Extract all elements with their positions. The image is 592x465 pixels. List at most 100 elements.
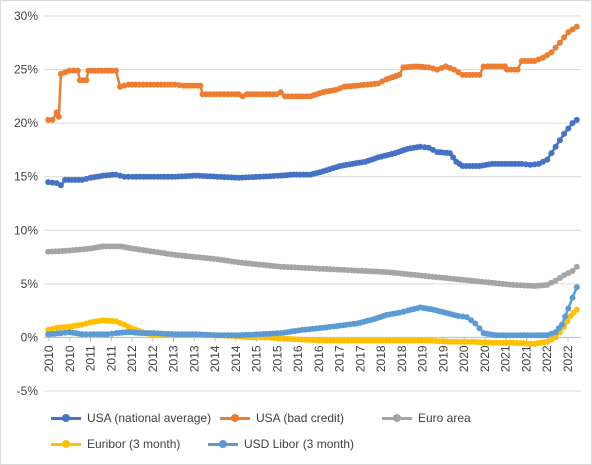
x-tick-label: 2012 (146, 345, 160, 372)
x-tick-label: 2014 (208, 345, 222, 372)
data-point (112, 67, 119, 74)
series-line (48, 25, 578, 122)
x-tick-label: 2020 (457, 345, 471, 372)
data-point (125, 173, 132, 180)
legend-item-euribor: Euribor (3 month) (51, 437, 180, 451)
data-point (108, 67, 115, 74)
data-point (573, 23, 580, 30)
legend-item-euro-area: Euro area (382, 411, 471, 425)
series-2 (45, 243, 580, 289)
legend-label: Euribor (3 month) (87, 437, 181, 451)
data-point (476, 71, 483, 78)
series-4 (45, 284, 580, 339)
data-point (197, 82, 204, 89)
x-tick-label: 2013 (187, 345, 201, 372)
data-point (552, 143, 559, 150)
data-point (548, 150, 555, 157)
data-point (556, 39, 563, 46)
data-point (49, 116, 56, 123)
y-tick-label: 15% (14, 170, 38, 184)
data-point (468, 317, 475, 324)
legend-label: USA (bad credit) (256, 411, 345, 425)
x-tick-label: 2020 (478, 345, 492, 372)
data-point (70, 67, 77, 74)
data-point (573, 284, 580, 291)
series-1 (45, 23, 580, 123)
y-tick-label: 30% (14, 9, 38, 23)
y-tick-label: 25% (14, 63, 38, 77)
data-point (556, 137, 563, 144)
data-point (539, 54, 546, 61)
data-point (83, 77, 90, 84)
data-point (396, 71, 403, 78)
legend-swatch (220, 413, 250, 423)
x-tick-label: 2017 (333, 345, 347, 372)
series-0 (45, 116, 580, 189)
series-3 (45, 306, 580, 347)
data-point (552, 44, 559, 51)
legend-item-usd-libor: USD Libor (3 month) (208, 437, 354, 451)
x-tick-label: 2015 (250, 345, 264, 372)
x-tick-label: 2014 (229, 345, 243, 372)
data-point (472, 320, 479, 327)
data-point (564, 318, 571, 325)
x-tick-label: 2013 (167, 345, 181, 372)
data-point (569, 268, 576, 274)
data-point (569, 120, 576, 127)
data-point (569, 26, 576, 33)
data-point (561, 130, 568, 137)
x-tick-label: 2022 (540, 345, 554, 372)
x-tick-label: 2015 (270, 345, 284, 372)
legend-label: Euro area (418, 411, 471, 425)
data-point (451, 66, 458, 73)
data-point (463, 314, 470, 321)
data-point (544, 156, 551, 163)
data-point (548, 49, 555, 56)
legend-label: USA (national average) (87, 411, 212, 425)
data-point (74, 67, 81, 74)
legend-item-usa-bad-credit: USA (bad credit) (220, 411, 344, 425)
data-point (565, 305, 572, 312)
x-tick-label: 2021 (519, 345, 533, 372)
line-chart: -5% 0% 5% 10% 15% 20% 25% 30% 2010 2010 2011 2011 20… (14, 9, 581, 398)
x-tick-label: 2018 (395, 345, 409, 372)
data-point (476, 325, 483, 332)
x-tick-label: 2016 (312, 345, 326, 372)
x-tick-label: 2019 (436, 345, 450, 372)
data-point (552, 334, 559, 341)
data-point (552, 277, 559, 284)
x-tick-label: 2010 (63, 345, 77, 372)
x-tick-label: 2018 (374, 345, 388, 372)
data-point (121, 173, 128, 180)
x-tick-label: 2011 (84, 345, 98, 371)
legend-swatch (51, 413, 81, 423)
legend-swatch (208, 439, 238, 449)
data-point (45, 116, 52, 123)
data-point (277, 89, 284, 96)
data-point (83, 331, 90, 338)
data-point (573, 263, 580, 270)
y-tick-label: -5% (17, 384, 39, 398)
legend-swatch (382, 413, 412, 423)
x-tick-label: 2021 (499, 345, 513, 372)
data-point (559, 321, 565, 328)
x-tick-label: 2019 (416, 345, 430, 372)
data-point (55, 113, 62, 120)
legend: USA (national average) USA (bad credit) … (1, 401, 591, 461)
y-tick-label: 0% (21, 330, 39, 344)
data-point (573, 116, 580, 123)
data-point (446, 150, 453, 157)
data-point (565, 125, 572, 132)
data-point (450, 154, 457, 161)
data-point (514, 66, 521, 73)
data-point (573, 306, 580, 313)
legend-item-usa-national: USA (national average) (51, 411, 211, 425)
data-point (569, 294, 576, 301)
legend-swatch (51, 439, 81, 449)
x-tick-label: 2012 (125, 345, 139, 372)
y-tick-label: 10% (14, 223, 38, 237)
x-tick-label: 2016 (291, 345, 305, 372)
data-point (561, 34, 568, 41)
data-point (66, 67, 73, 74)
